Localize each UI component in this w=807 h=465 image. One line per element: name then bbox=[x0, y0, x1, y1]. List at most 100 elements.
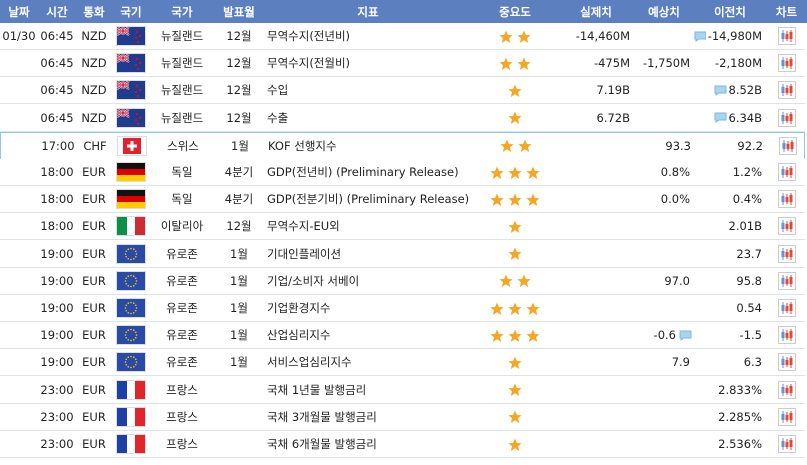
indicator-cell: GDP(전분기비) (Preliminary Release) bbox=[267, 192, 470, 207]
stars bbox=[499, 274, 531, 288]
previous-cell: 23.7 bbox=[736, 246, 762, 261]
event-row[interactable]: 18:00 EUR 이탈리아 12월 무역수지-EU외 2.01B bbox=[0, 213, 805, 241]
importance bbox=[472, 377, 558, 403]
event-row[interactable]: 19:00 EUR 유로존 1월 서비스업심리지수 7.9 6.3 bbox=[0, 349, 807, 377]
country-cell: 이탈리아 bbox=[160, 219, 204, 234]
chart-icon[interactable] bbox=[777, 326, 796, 345]
event-row[interactable]: 23:00 EUR 프랑스 국채 6개월물 발행금리 2.536% bbox=[0, 431, 805, 458]
indicator-cell: 무역수지(전월비) bbox=[267, 56, 351, 71]
chart-icon[interactable] bbox=[777, 54, 796, 73]
event-row[interactable]: 17:00 CHF 스위스 1월 KOF 선행지수 93.3 92.2 bbox=[0, 131, 807, 160]
country-cell: 프랑스 bbox=[166, 409, 198, 424]
period-cell: 12월 bbox=[226, 29, 252, 43]
country-cell: 유로존 bbox=[166, 355, 198, 370]
chart-icon[interactable] bbox=[777, 271, 796, 290]
indicator-cell: 수입 bbox=[267, 83, 289, 98]
forecast-cell bbox=[634, 105, 694, 131]
country-cell: 독일 bbox=[171, 165, 193, 179]
indicator-cell: 서비스업심리지수 bbox=[267, 355, 352, 370]
period-cell: 12월 bbox=[226, 83, 252, 98]
stars bbox=[508, 84, 522, 97]
chart-icon[interactable] bbox=[777, 353, 796, 372]
importance bbox=[472, 186, 558, 212]
date-cell bbox=[1, 133, 39, 159]
chart-cell bbox=[766, 322, 807, 348]
event-row[interactable]: 19:00 EUR 유로존 1월 기업환경지수 0.54 bbox=[0, 295, 805, 322]
indicator-cell: GDP(전년비) (Preliminary Release) bbox=[267, 165, 459, 179]
event-row[interactable]: 06:45 NZD 뉴질랜드 12월 수출 6.72B 6.34B bbox=[0, 104, 805, 132]
flag bbox=[116, 298, 146, 318]
importance bbox=[472, 23, 558, 49]
currency-cell: NZD bbox=[81, 83, 107, 98]
event-row[interactable]: 23:00 EUR 프랑스 국채 1년물 발행금리 2.833% bbox=[0, 376, 805, 404]
comment-icon[interactable] bbox=[694, 31, 706, 42]
time-cell: 06:45 bbox=[40, 56, 74, 71]
indicator-cell: 국채 6개월물 발행금리 bbox=[267, 437, 377, 451]
importance bbox=[472, 431, 558, 457]
chart-icon[interactable] bbox=[777, 407, 796, 426]
chart-icon[interactable] bbox=[777, 299, 796, 317]
event-row[interactable]: 18:00 EUR 독일 4분기 GDP(전년비) (Preliminary Relea… bbox=[0, 159, 805, 186]
event-row[interactable]: 06:45 NZD 뉴질랜드 12월 수입 7.19B 8.52B bbox=[0, 77, 805, 105]
chart-icon[interactable] bbox=[777, 163, 796, 181]
country-cell: 유로존 bbox=[166, 246, 198, 261]
event-row[interactable]: 06:45 NZD 뉴질랜드 12월 무역수지(전월비) -475M -1,750M -2,1… bbox=[0, 50, 805, 78]
chart-cell bbox=[766, 349, 807, 375]
chart-icon[interactable] bbox=[777, 217, 796, 236]
flag bbox=[117, 135, 147, 156]
indicator-cell: 기업환경지수 bbox=[267, 301, 331, 315]
chart-icon[interactable] bbox=[777, 81, 796, 100]
stars bbox=[508, 356, 522, 369]
flag bbox=[116, 162, 146, 182]
flag bbox=[116, 80, 146, 101]
comment-icon[interactable] bbox=[714, 112, 727, 124]
header-cell: 이전치 bbox=[714, 4, 746, 19]
forecast-cell bbox=[634, 404, 694, 430]
country-cell: 유로존 bbox=[166, 328, 198, 343]
time-cell: 18:00 bbox=[40, 192, 74, 207]
event-row[interactable]: 01/30 06:45 NZD 뉴질랜드 12월 무역수지(전년비) -14,460M -14… bbox=[0, 23, 805, 50]
chart-icon[interactable] bbox=[777, 190, 796, 209]
chart-icon[interactable] bbox=[777, 380, 796, 399]
chart-icon[interactable] bbox=[777, 244, 796, 263]
forecast-cell: 0.0% bbox=[660, 192, 690, 207]
event-row[interactable]: 19:00 EUR 유로존 1월 기업/소비자 서베이 97.0 95.8 bbox=[0, 267, 807, 295]
actual-cell bbox=[558, 186, 634, 212]
stars bbox=[508, 247, 522, 261]
period-cell: 12월 bbox=[226, 219, 252, 234]
previous-cell: 2.833% bbox=[718, 382, 762, 397]
event-row[interactable]: 19:00 EUR 유로존 1월 산업심리지수 -0.6 -1.5 bbox=[0, 322, 807, 350]
date-cell: 01/30 bbox=[2, 29, 36, 43]
event-row[interactable]: 18:00 EUR 독일 4분기 GDP(전분기비) (Preliminary Rele… bbox=[0, 186, 805, 214]
comment-icon[interactable] bbox=[714, 85, 727, 96]
time-cell: 17:00 bbox=[41, 138, 75, 153]
previous-cell: 2.285% bbox=[718, 409, 762, 424]
flag-cell bbox=[113, 133, 151, 159]
previous-cell: -2,180M bbox=[715, 56, 762, 71]
time-cell: 19:00 bbox=[40, 328, 74, 343]
comment-icon[interactable] bbox=[679, 330, 692, 341]
previous-text: 8.52B bbox=[728, 83, 763, 98]
stars bbox=[490, 193, 540, 206]
date-cell bbox=[0, 431, 38, 457]
flag bbox=[116, 26, 146, 46]
event-row[interactable]: 23:00 EUR 프랑스 국채 3개월물 발행금리 2.285% bbox=[0, 403, 805, 431]
previous-cell: 95.8 bbox=[736, 273, 762, 288]
forecast-cell bbox=[634, 377, 694, 403]
chart-icon[interactable] bbox=[777, 108, 796, 127]
chart-cell bbox=[766, 268, 807, 294]
forecast-cell bbox=[634, 213, 694, 239]
chart-icon[interactable] bbox=[778, 136, 797, 155]
stars bbox=[508, 438, 522, 451]
chart-icon[interactable] bbox=[777, 435, 796, 453]
time-cell: 23:00 bbox=[40, 437, 74, 451]
time-cell: 06:45 bbox=[40, 110, 74, 125]
flag-cell bbox=[112, 50, 150, 76]
actual-cell: 7.19B bbox=[596, 83, 631, 98]
event-row[interactable]: 19:00 EUR 유로존 1월 기대인플레이션 23.7 bbox=[0, 240, 805, 268]
currency-cell: EUR bbox=[82, 437, 106, 451]
country-cell: 프랑스 bbox=[166, 437, 198, 451]
importance bbox=[472, 105, 558, 131]
chart-cell bbox=[767, 133, 807, 159]
chart-icon[interactable] bbox=[777, 27, 796, 45]
